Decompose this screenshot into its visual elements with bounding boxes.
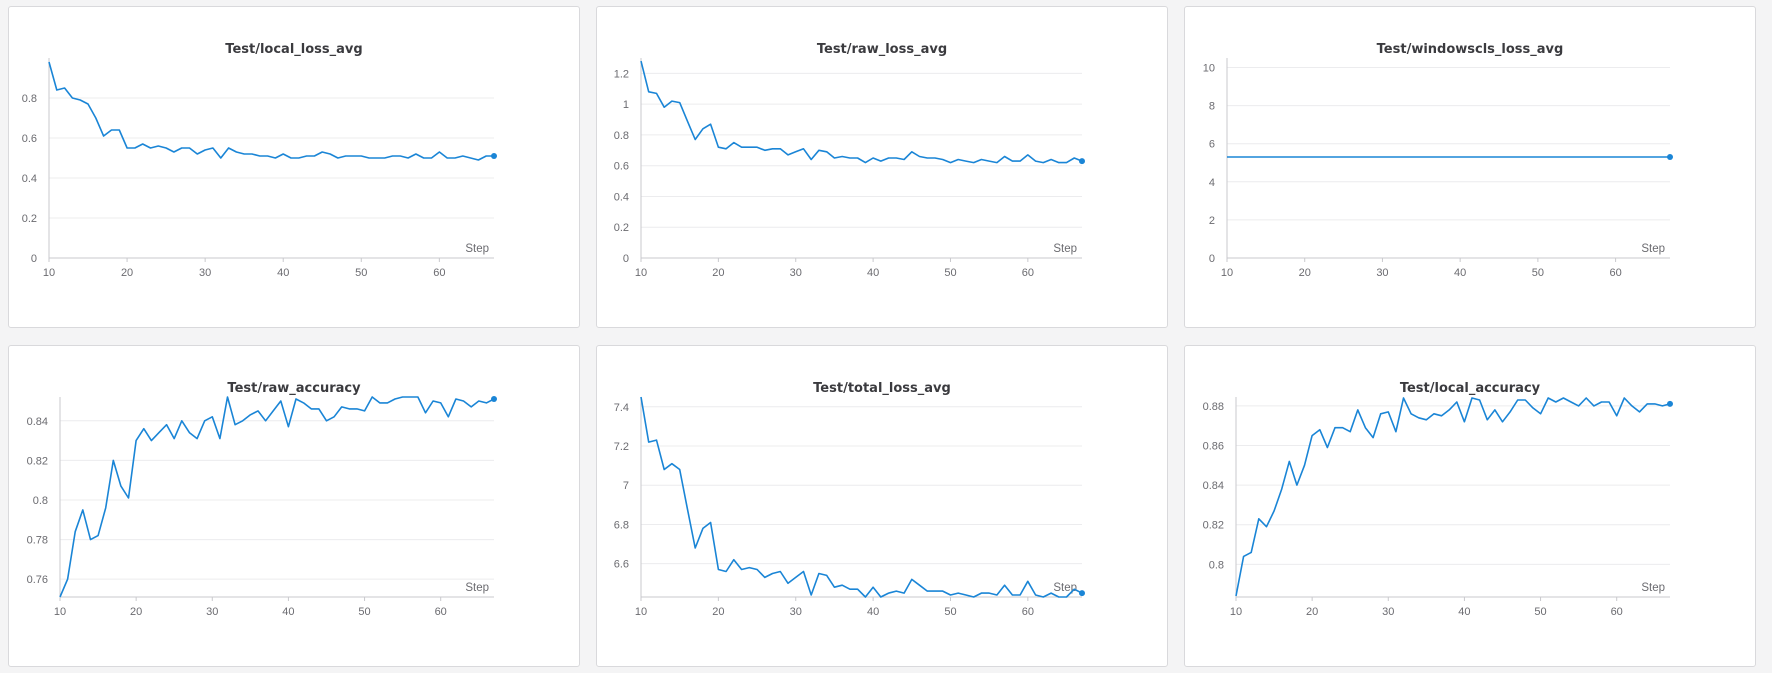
x-tick-label: 10 [635, 267, 647, 279]
last-point-marker [1079, 590, 1085, 596]
y-tick-label: 0.6 [614, 161, 629, 173]
chart-panel-local-loss-avg[interactable]: Test/local_loss_avg 0 0.2 0.4 0.6 0.8 10 20 30 4… [8, 6, 580, 328]
x-tick-label: 60 [1022, 267, 1034, 279]
series-line [1236, 398, 1670, 596]
y-tick-label: 8 [1209, 101, 1215, 113]
y-tick-label: 6.8 [614, 519, 629, 531]
last-point-marker [491, 396, 497, 402]
x-tick-label: 40 [867, 267, 879, 279]
x-tick-label: 60 [1609, 267, 1621, 279]
x-tick-label: 50 [944, 606, 956, 618]
x-tick-label: 50 [944, 267, 956, 279]
last-point-marker [1667, 401, 1673, 407]
last-point-marker [1079, 158, 1085, 164]
y-tick-label: 0.82 [27, 455, 48, 467]
x-tick-label: 20 [1299, 267, 1311, 279]
x-tick-label: 50 [358, 606, 370, 618]
y-tick-label: 0.8 [33, 495, 48, 507]
x-tick-label: 10 [54, 606, 66, 618]
x-axis-label: Step [465, 582, 489, 594]
x-axis-label: Step [1641, 243, 1665, 255]
x-tick-label: 10 [635, 606, 647, 618]
chart-panel-local-accuracy[interactable]: Test/local_accuracy 0.8 0.82 0.84 0.86 0.88 1… [1184, 345, 1756, 667]
y-tick-label: 1.2 [614, 68, 629, 80]
y-tick-label: 0.82 [1203, 520, 1224, 532]
chart-panel-total-loss-avg[interactable]: Test/total_loss_avg 6.6 6.8 7 7.2 7.4 10 20 30 4… [596, 345, 1168, 667]
line-chart: 0 0.2 0.4 0.6 0.8 1 1.2 10 20 30 40 50 60 Step [597, 7, 1169, 329]
x-tick-label: 30 [1376, 267, 1388, 279]
y-tick-label: 7.4 [614, 402, 629, 414]
x-tick-label: 20 [121, 267, 133, 279]
x-tick-label: 20 [712, 606, 724, 618]
x-tick-label: 10 [1230, 606, 1242, 618]
y-tick-label: 0.84 [1203, 480, 1224, 492]
y-tick-label: 0.2 [22, 213, 37, 225]
last-point-marker [491, 153, 497, 159]
y-tick-label: 0.88 [1203, 401, 1224, 413]
x-tick-label: 20 [130, 606, 142, 618]
x-tick-label: 20 [1306, 606, 1318, 618]
x-tick-label: 40 [282, 606, 294, 618]
x-axis-label: Step [1053, 243, 1077, 255]
y-tick-label: 0.4 [22, 173, 37, 185]
line-chart: 0 2 4 6 8 10 10 20 30 40 50 60 Step [1185, 7, 1757, 329]
series-line [49, 62, 494, 160]
x-tick-label: 60 [1611, 606, 1623, 618]
chart-panel-windowscls-loss-avg[interactable]: Test/windowscls_loss_avg 0 2 4 6 8 10 10 20 30 40… [1184, 6, 1756, 328]
y-tick-label: 0.86 [1203, 441, 1224, 453]
y-tick-label: 1 [623, 99, 629, 111]
x-tick-label: 30 [790, 267, 802, 279]
y-tick-label: 0.78 [27, 535, 48, 547]
y-tick-label: 4 [1209, 177, 1215, 189]
x-tick-label: 30 [199, 267, 211, 279]
y-tick-label: 0 [1209, 253, 1215, 265]
x-tick-label: 50 [355, 267, 367, 279]
last-point-marker [1667, 154, 1673, 160]
y-tick-label: 0.8 [614, 130, 629, 142]
series-line [60, 397, 494, 597]
y-tick-label: 0 [623, 253, 629, 265]
y-tick-label: 7.2 [614, 441, 629, 453]
series-line [641, 61, 1082, 163]
y-tick-label: 0.4 [614, 191, 629, 203]
chart-panel-raw-accuracy[interactable]: Test/raw_accuracy 0.76 0.78 0.8 0.82 0.84 10 2… [8, 345, 580, 667]
x-tick-label: 40 [1454, 267, 1466, 279]
y-tick-label: 0.6 [22, 133, 37, 145]
y-tick-label: 0.8 [1209, 559, 1224, 571]
x-tick-label: 40 [1458, 606, 1470, 618]
chart-panel-raw-loss-avg[interactable]: Test/raw_loss_avg 0 0.2 0.4 0.6 0.8 1 1.2 10 20 3… [596, 6, 1168, 328]
x-tick-label: 50 [1534, 606, 1546, 618]
y-tick-label: 7 [623, 480, 629, 492]
y-tick-label: 6.6 [614, 559, 629, 571]
x-tick-label: 10 [43, 267, 55, 279]
x-tick-label: 10 [1221, 267, 1233, 279]
y-tick-label: 2 [1209, 215, 1215, 227]
y-tick-label: 6 [1209, 139, 1215, 151]
y-tick-label: 0.76 [27, 574, 48, 586]
x-axis-label: Step [1641, 582, 1665, 594]
x-tick-label: 30 [206, 606, 218, 618]
line-chart: 0 0.2 0.4 0.6 0.8 10 20 30 40 50 60 Step [9, 7, 581, 329]
x-tick-label: 40 [867, 606, 879, 618]
x-tick-label: 30 [790, 606, 802, 618]
x-tick-label: 40 [277, 267, 289, 279]
line-chart: 0.76 0.78 0.8 0.82 0.84 10 20 30 40 50 60 Step [9, 346, 581, 668]
series-line [641, 397, 1082, 597]
x-tick-label: 60 [435, 606, 447, 618]
x-tick-label: 30 [1382, 606, 1394, 618]
y-tick-label: 10 [1203, 63, 1215, 75]
y-tick-label: 0.2 [614, 222, 629, 234]
y-tick-label: 0.8 [22, 93, 37, 105]
line-chart: 6.6 6.8 7 7.2 7.4 10 20 30 40 50 60 Step [597, 346, 1169, 668]
x-tick-label: 60 [1022, 606, 1034, 618]
line-chart: 0.8 0.82 0.84 0.86 0.88 10 20 30 40 50 60 Step [1185, 346, 1757, 668]
x-tick-label: 60 [433, 267, 445, 279]
x-axis-label: Step [1053, 582, 1077, 594]
x-tick-label: 20 [712, 267, 724, 279]
y-tick-label: 0.84 [27, 416, 48, 428]
y-tick-label: 0 [31, 253, 37, 265]
x-axis-label: Step [465, 243, 489, 255]
x-tick-label: 50 [1532, 267, 1544, 279]
